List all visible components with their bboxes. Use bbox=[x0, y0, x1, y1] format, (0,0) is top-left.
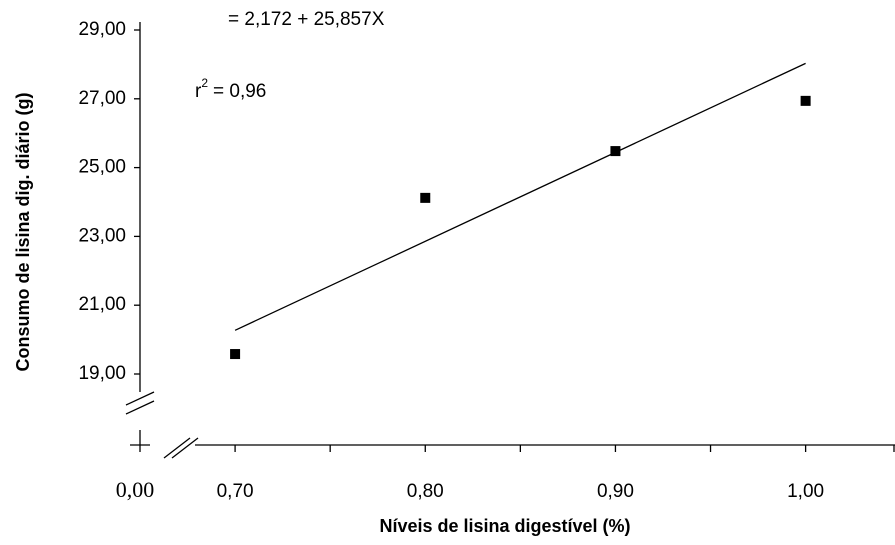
x-tick-label: 0,90 bbox=[597, 481, 634, 502]
y-tick-label: 23,00 bbox=[78, 225, 126, 246]
r2-base: r bbox=[195, 81, 202, 102]
axis-break bbox=[125, 400, 155, 415]
r2-sup: 2 bbox=[201, 76, 208, 90]
point bbox=[610, 146, 621, 157]
y-tick-label: 21,00 bbox=[78, 294, 126, 315]
y-tick-label: 25,00 bbox=[78, 157, 126, 178]
trendline bbox=[234, 62, 806, 331]
x-axis-label: Níveis de lisina digestível (%) bbox=[379, 516, 630, 536]
origin-label: 0,00 bbox=[116, 477, 155, 502]
r2-annotation: r2 = 0,96 bbox=[195, 76, 266, 102]
x-tick-label: 0,70 bbox=[217, 481, 254, 502]
y-tick-label: 19,00 bbox=[78, 363, 126, 384]
r2-text: = 0,96 bbox=[213, 81, 266, 102]
point bbox=[420, 192, 431, 203]
y-tick-label: 29,00 bbox=[78, 19, 126, 40]
axis-break bbox=[163, 437, 191, 459]
axis-break bbox=[125, 391, 155, 406]
axis-break bbox=[171, 437, 199, 459]
equation: = 2,172 + 25,857X bbox=[228, 9, 385, 30]
point bbox=[800, 95, 811, 106]
x-tick-label: 1,00 bbox=[787, 481, 824, 502]
x-tick-label: 0,80 bbox=[407, 481, 444, 502]
y-axis-label: Consumo de lisina dig. diário (g) bbox=[13, 92, 33, 371]
y-tick-label: 27,00 bbox=[78, 88, 126, 109]
point bbox=[230, 349, 241, 360]
